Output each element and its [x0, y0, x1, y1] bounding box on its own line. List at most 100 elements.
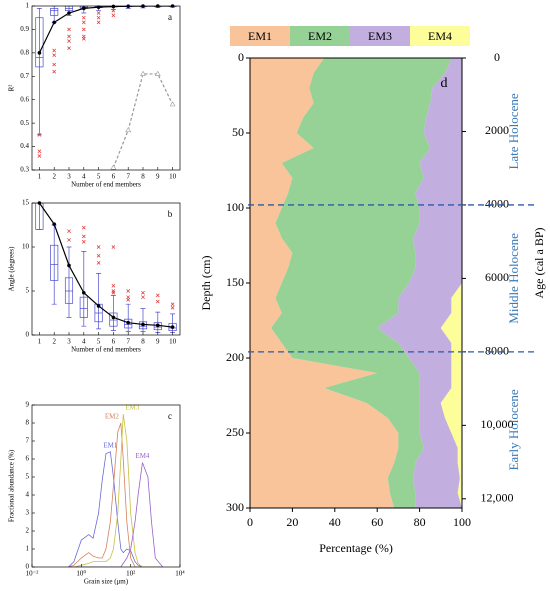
panel-label: b [168, 209, 173, 219]
y-tick-label: 0.9 [20, 25, 29, 33]
outlier [52, 62, 57, 67]
y-tick-label: 9 [26, 401, 30, 409]
whisker [125, 303, 131, 332]
outlier [37, 133, 42, 137]
whisker [155, 311, 161, 333]
y-tick-label: 2 [26, 527, 30, 535]
box [64, 277, 74, 304]
y2-axis-label: Age (cal a BP) [532, 228, 546, 299]
outlier [96, 11, 101, 15]
plot-area [35, 6, 177, 168]
outlier [111, 283, 116, 288]
whisker [140, 308, 146, 332]
outlier [37, 149, 42, 154]
outlier [67, 34, 71, 39]
outlier [111, 8, 116, 13]
x-tick-label: 8 [141, 173, 145, 181]
y2-tick-label: 4000 [485, 197, 509, 211]
point [110, 164, 117, 170]
outlier [81, 239, 86, 244]
y-tick-label: 0 [26, 331, 30, 339]
series-line [68, 413, 163, 567]
legend-label: EM1 [248, 29, 272, 43]
legend-swatch [290, 26, 350, 46]
x-tick-label: 5 [97, 173, 101, 181]
panel-label: d [441, 76, 448, 91]
y-tick-label: 300 [226, 500, 244, 514]
point [111, 4, 116, 9]
panel-label: c [168, 411, 172, 421]
outlier [67, 238, 71, 242]
point [96, 304, 101, 308]
whisker [36, 7, 42, 136]
area [271, 58, 452, 508]
outlier [52, 69, 57, 74]
whisker [170, 313, 176, 333]
outlier [67, 46, 71, 51]
x-tick-label: 10 [169, 173, 177, 181]
x-tick-label: 5 [97, 338, 101, 346]
point [82, 290, 86, 295]
point [52, 222, 56, 226]
y2-tick-label: 12,000 [481, 491, 514, 505]
outlier [96, 245, 101, 249]
point [125, 126, 132, 133]
outlier [141, 290, 145, 295]
y-tick-label: 100 [226, 200, 244, 214]
x-tick-label: 10 [169, 338, 177, 346]
y-tick-label: 5 [26, 287, 30, 295]
point [170, 325, 175, 329]
series-line [38, 203, 173, 328]
outlier [170, 302, 175, 307]
x-tick-label: 3 [67, 173, 71, 181]
y-tick-label: 8 [26, 419, 30, 427]
outlier [96, 15, 101, 20]
y-tick-label: 3 [26, 509, 30, 517]
x-tick-label: 9 [156, 338, 160, 346]
area [440, 58, 462, 508]
y2-tick-label: 8000 [485, 344, 509, 358]
x-axis-label: Percentage (%) [319, 541, 393, 555]
outlier [126, 289, 131, 293]
point [154, 70, 161, 76]
panel-c: 0 1 2 3 4 5 6 7 8 9 10⁻² 10⁰ 10² 10⁴ Grain size (μm) Fr… [8, 401, 186, 586]
outlier [111, 245, 116, 249]
point [156, 323, 160, 328]
y-tick-label: 0.7 [20, 72, 29, 80]
x-tick-label: 6 [112, 338, 116, 346]
x-tick-label: 1 [38, 173, 42, 181]
x-tick-label: 2 [52, 173, 56, 181]
x-tick-label: 0 [247, 515, 253, 529]
y-tick-label: 4 [26, 491, 30, 499]
y-axis-label: Depth (cm) [199, 256, 213, 311]
point [67, 263, 71, 268]
outlier [81, 36, 86, 41]
point [140, 70, 146, 76]
series-line [112, 73, 174, 168]
outlier [67, 27, 71, 32]
outlier [111, 290, 116, 295]
frame [31, 202, 181, 336]
panel-label: a [168, 12, 172, 22]
outlier [52, 53, 57, 58]
outlier [111, 13, 116, 18]
outlier [141, 295, 145, 300]
plot-area [35, 203, 177, 333]
y-tick-label: 6 [26, 455, 30, 463]
x-tick-label: 10⁻² [26, 570, 39, 578]
y-tick-label: 0.5 [20, 119, 29, 127]
box [109, 312, 118, 327]
y-tick-label: 1 [26, 545, 30, 553]
whisker [36, 203, 42, 230]
x-tick-label: 80 [414, 515, 426, 529]
outlier [126, 295, 131, 300]
outlier [81, 15, 86, 20]
x-tick-label: 2 [52, 338, 56, 346]
x-tick-label: 6 [112, 173, 116, 181]
box [138, 321, 148, 330]
plot-area [68, 413, 164, 567]
x-tick-label: 4 [82, 173, 86, 181]
y2-tick-label: 6000 [485, 270, 509, 284]
point [37, 51, 42, 55]
